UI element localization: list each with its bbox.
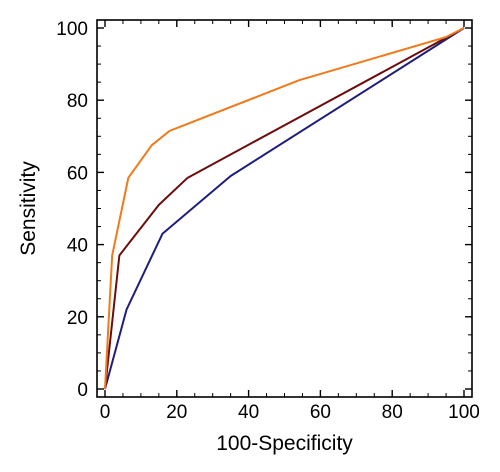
ticks-layer xyxy=(97,20,472,397)
y-tick-label-5: 100 xyxy=(56,19,88,40)
roc-curve-line-2 xyxy=(104,27,465,390)
y-tick-label-0: 0 xyxy=(77,380,88,401)
x-axis-label: 100-Specificity xyxy=(216,432,353,455)
tick-labels-layer: 0 20 40 60 80 100 0 20 40 60 80 100 xyxy=(56,19,480,423)
y-tick-label-3: 60 xyxy=(67,163,88,184)
y-tick-label-2: 40 xyxy=(67,236,88,257)
x-tick-label-0: 0 xyxy=(100,402,111,423)
x-tick-label-3: 60 xyxy=(310,402,331,423)
roc-curve-line-1 xyxy=(104,27,465,390)
x-tick-label-1: 20 xyxy=(166,402,187,423)
plot-frame xyxy=(96,19,473,398)
y-tick-label-1: 20 xyxy=(67,308,88,329)
y-axis-label: Sensitivity xyxy=(17,161,40,256)
x-tick-label-5: 100 xyxy=(448,402,480,423)
x-tick-label-4: 80 xyxy=(382,402,403,423)
x-tick-label-2: 40 xyxy=(238,402,259,423)
roc-curve-line-3 xyxy=(104,27,465,390)
series-layer xyxy=(104,27,465,390)
y-tick-label-4: 80 xyxy=(67,91,88,112)
